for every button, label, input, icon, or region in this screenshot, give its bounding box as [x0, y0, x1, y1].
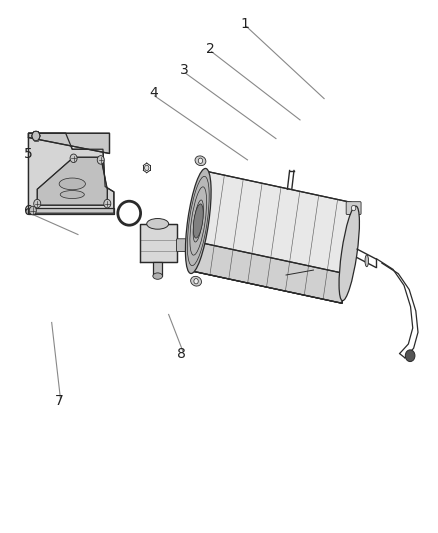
Ellipse shape — [147, 219, 169, 229]
Ellipse shape — [59, 178, 85, 190]
Ellipse shape — [365, 255, 368, 266]
Ellipse shape — [153, 273, 162, 279]
Polygon shape — [153, 262, 162, 276]
Ellipse shape — [193, 204, 203, 238]
Polygon shape — [191, 241, 346, 303]
Text: 3: 3 — [180, 63, 188, 77]
Polygon shape — [37, 157, 107, 205]
Circle shape — [32, 131, 40, 141]
FancyBboxPatch shape — [177, 239, 186, 252]
Circle shape — [97, 156, 104, 164]
Text: 1: 1 — [241, 17, 250, 31]
Polygon shape — [140, 224, 177, 262]
Ellipse shape — [191, 276, 201, 286]
Circle shape — [405, 350, 415, 361]
Text: 6: 6 — [24, 204, 33, 217]
Circle shape — [194, 279, 198, 284]
Polygon shape — [28, 133, 114, 213]
Ellipse shape — [60, 191, 84, 199]
Text: 2: 2 — [206, 42, 215, 56]
Polygon shape — [191, 171, 357, 303]
Text: 7: 7 — [55, 394, 64, 408]
Circle shape — [351, 205, 356, 211]
Text: 8: 8 — [177, 348, 186, 361]
Circle shape — [29, 206, 36, 215]
Polygon shape — [28, 133, 110, 154]
Circle shape — [104, 199, 111, 208]
Text: 5: 5 — [24, 147, 33, 160]
Ellipse shape — [195, 156, 206, 166]
Polygon shape — [28, 208, 114, 214]
Circle shape — [70, 154, 77, 163]
Ellipse shape — [185, 168, 211, 273]
Ellipse shape — [339, 206, 360, 301]
Text: 4: 4 — [149, 86, 158, 100]
Circle shape — [34, 199, 41, 208]
Circle shape — [145, 165, 149, 171]
FancyBboxPatch shape — [346, 201, 361, 214]
Circle shape — [198, 158, 203, 164]
